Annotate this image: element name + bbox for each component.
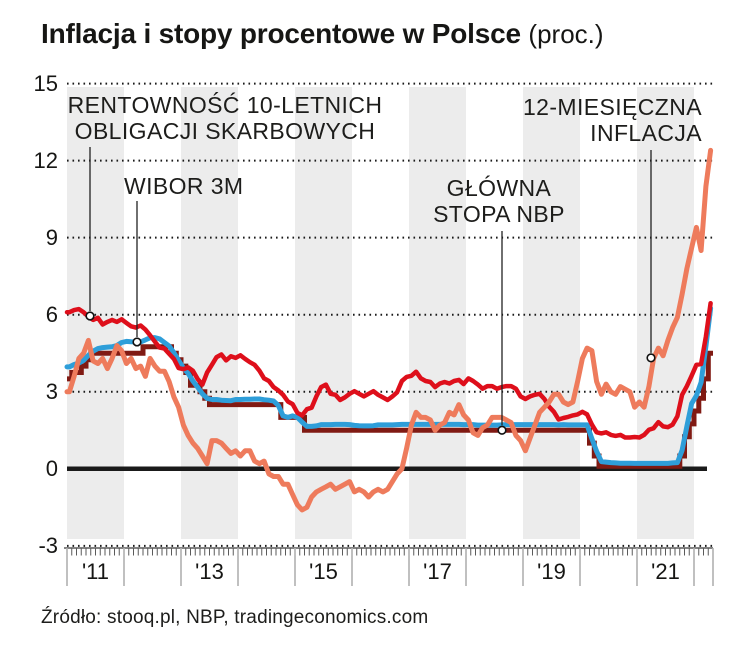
x-tick-label-17: '17 (423, 559, 452, 584)
annotation-bond-yield: RENTOWNOŚĆ 10-LETNICH OBLIGACJI SKARBOWY… (50, 92, 400, 144)
y-tick-label-0: 0 (45, 455, 58, 481)
year-stripe (523, 87, 580, 539)
annotation-inflation-line2: INFLACJA (590, 120, 702, 147)
leader-marker-bond (85, 311, 95, 321)
annotation-nbp-line1: GŁÓWNA (446, 175, 552, 201)
year-stripe (637, 87, 694, 539)
annotation-inflation: 12-MIESIĘCZNA INFLACJA (470, 94, 702, 146)
annotation-wibor: WIBOR 3M (124, 173, 243, 199)
y-tick-label-12: 12 (33, 147, 58, 173)
leader-marker-inflation (646, 353, 656, 363)
leader-marker-wibor (132, 337, 142, 347)
annotation-inflation-line1: 12-MIESIĘCZNA (522, 94, 702, 120)
annotation-bond-line1: RENTOWNOŚĆ 10-LETNICH (67, 92, 383, 118)
y-tick-label-15: 15 (33, 70, 58, 96)
x-tick-label-19: '19 (537, 559, 566, 584)
series-line-nbp (67, 344, 713, 469)
series-line-wibor (64, 305, 714, 466)
title-unit: (proc.) (528, 19, 604, 49)
annotation-wibor-line1: WIBOR 3M (124, 173, 244, 199)
y-tick-label-6: 6 (45, 301, 58, 327)
x-tick-label-15: '15 (309, 559, 338, 584)
title-main: Inflacja i stopy procentowe w Polsce (41, 18, 521, 49)
year-stripe (181, 87, 238, 539)
annotation-nbp-line2: STOPA NBP (433, 201, 565, 228)
year-stripe (295, 87, 352, 539)
x-tick-label-13: '13 (195, 559, 224, 584)
source-note: Źródło: stooq.pl, NBP, tradingeconomics.… (41, 607, 429, 628)
year-stripe (409, 87, 466, 539)
y-tick-label-9: 9 (45, 224, 58, 250)
year-stripe (67, 87, 124, 539)
leader-marker-nbp (497, 425, 507, 435)
series-line-inflation (64, 147, 714, 513)
series-line-bond (64, 300, 713, 440)
annotation-bond-line2: OBLIGACJI SKARBOWYCH (74, 118, 376, 145)
x-tick-label-11: '11 (81, 559, 110, 584)
annotation-nbp-rate: GŁÓWNA STOPA NBP (414, 175, 584, 227)
y-tick-label-3: 3 (45, 378, 58, 404)
x-tick-label-21: '21 (651, 559, 680, 584)
page-title: Inflacja i stopy procentowe w Polsce (pr… (41, 18, 604, 50)
y-tick-label--3: -3 (38, 532, 58, 558)
